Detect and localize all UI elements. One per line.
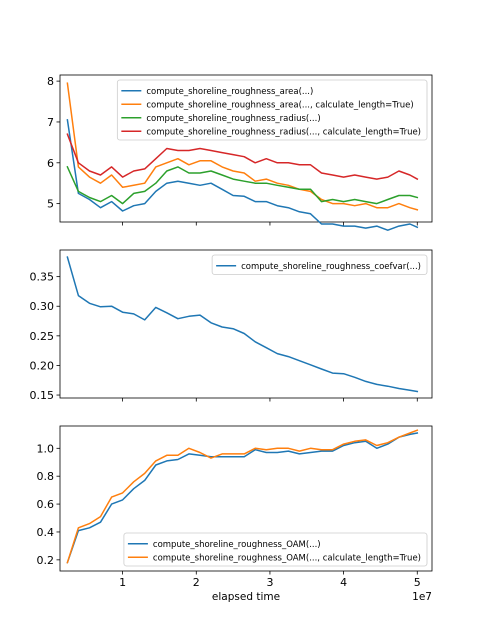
y-tick-label: 0.4 xyxy=(37,526,55,539)
legend-label: compute_shoreline_roughness_OAM(..., cal… xyxy=(153,553,421,563)
y-tick-label: 1.0 xyxy=(37,442,55,455)
x-tick-label: 1 xyxy=(119,576,126,589)
y-tick-label: 0.25 xyxy=(30,330,55,343)
y-tick-label: 0.2 xyxy=(37,554,55,567)
y-tick-label: 0.30 xyxy=(30,300,55,313)
legend: compute_shoreline_roughness_coefvar(...) xyxy=(211,254,428,275)
legend-label: compute_shoreline_roughness_area(...) xyxy=(146,87,313,97)
subplot-coefvar-roughness: 0.15 0.20 0.25 0.30 0.35 compute_shoreline_ro… xyxy=(30,249,433,402)
subplot-area-roughness: 5 6 7 8 compute_shoreline_roughness_area(...… xyxy=(47,74,433,231)
y-tick-label: 5 xyxy=(47,198,54,211)
legend-label: compute_shoreline_roughness_radius(..., … xyxy=(146,127,421,137)
series-line-3 xyxy=(66,165,419,205)
y-tick-label: 8 xyxy=(47,75,54,88)
axes-frame xyxy=(59,74,433,223)
series-line-2 xyxy=(66,429,419,564)
y-tick-label: 0.35 xyxy=(30,271,55,284)
series-line-1 xyxy=(66,256,419,393)
legend-frame xyxy=(211,254,428,275)
legend-label: compute_shoreline_roughness_OAM(...) xyxy=(153,540,321,550)
y-tick-label: 7 xyxy=(47,116,54,129)
y-tick-label: 0.15 xyxy=(30,389,55,402)
series-line-1 xyxy=(66,432,419,564)
legend-label: compute_shoreline_roughness_area(..., ca… xyxy=(146,100,413,110)
legend-label: compute_shoreline_roughness_coefvar(...) xyxy=(241,262,421,272)
series-line-2 xyxy=(66,82,419,211)
legend-frame xyxy=(123,532,428,567)
legend-frame xyxy=(116,79,428,141)
y-tick-label: 0.20 xyxy=(30,359,55,372)
y-tick-label: 0.6 xyxy=(37,498,55,511)
axes-frame xyxy=(59,249,433,399)
axes-frame xyxy=(59,425,433,572)
y-tick-label: 0.8 xyxy=(37,470,55,483)
x-tick-label: 3 xyxy=(266,576,273,589)
x-axis-label: elapsed time xyxy=(212,591,280,603)
subplot-oam-roughness: 0.2 0.4 0.6 0.8 1.0 1 2 3 4 5 compute_shoreline_ro… xyxy=(37,425,433,603)
x-tick-label: 5 xyxy=(414,576,421,589)
x-tick-label: 2 xyxy=(193,576,200,589)
x-tick-label: 4 xyxy=(340,576,347,589)
legend: compute_shoreline_roughness_area(...)com… xyxy=(116,79,428,141)
legend-label: compute_shoreline_roughness_radius(...) xyxy=(146,114,320,124)
y-tick-label: 6 xyxy=(47,157,54,170)
series-line-1 xyxy=(66,119,419,231)
legend: compute_shoreline_roughness_OAM(...)comp… xyxy=(123,532,428,567)
series-line-4 xyxy=(66,133,419,181)
x-axis-offset-label: 1e7 xyxy=(412,591,432,603)
